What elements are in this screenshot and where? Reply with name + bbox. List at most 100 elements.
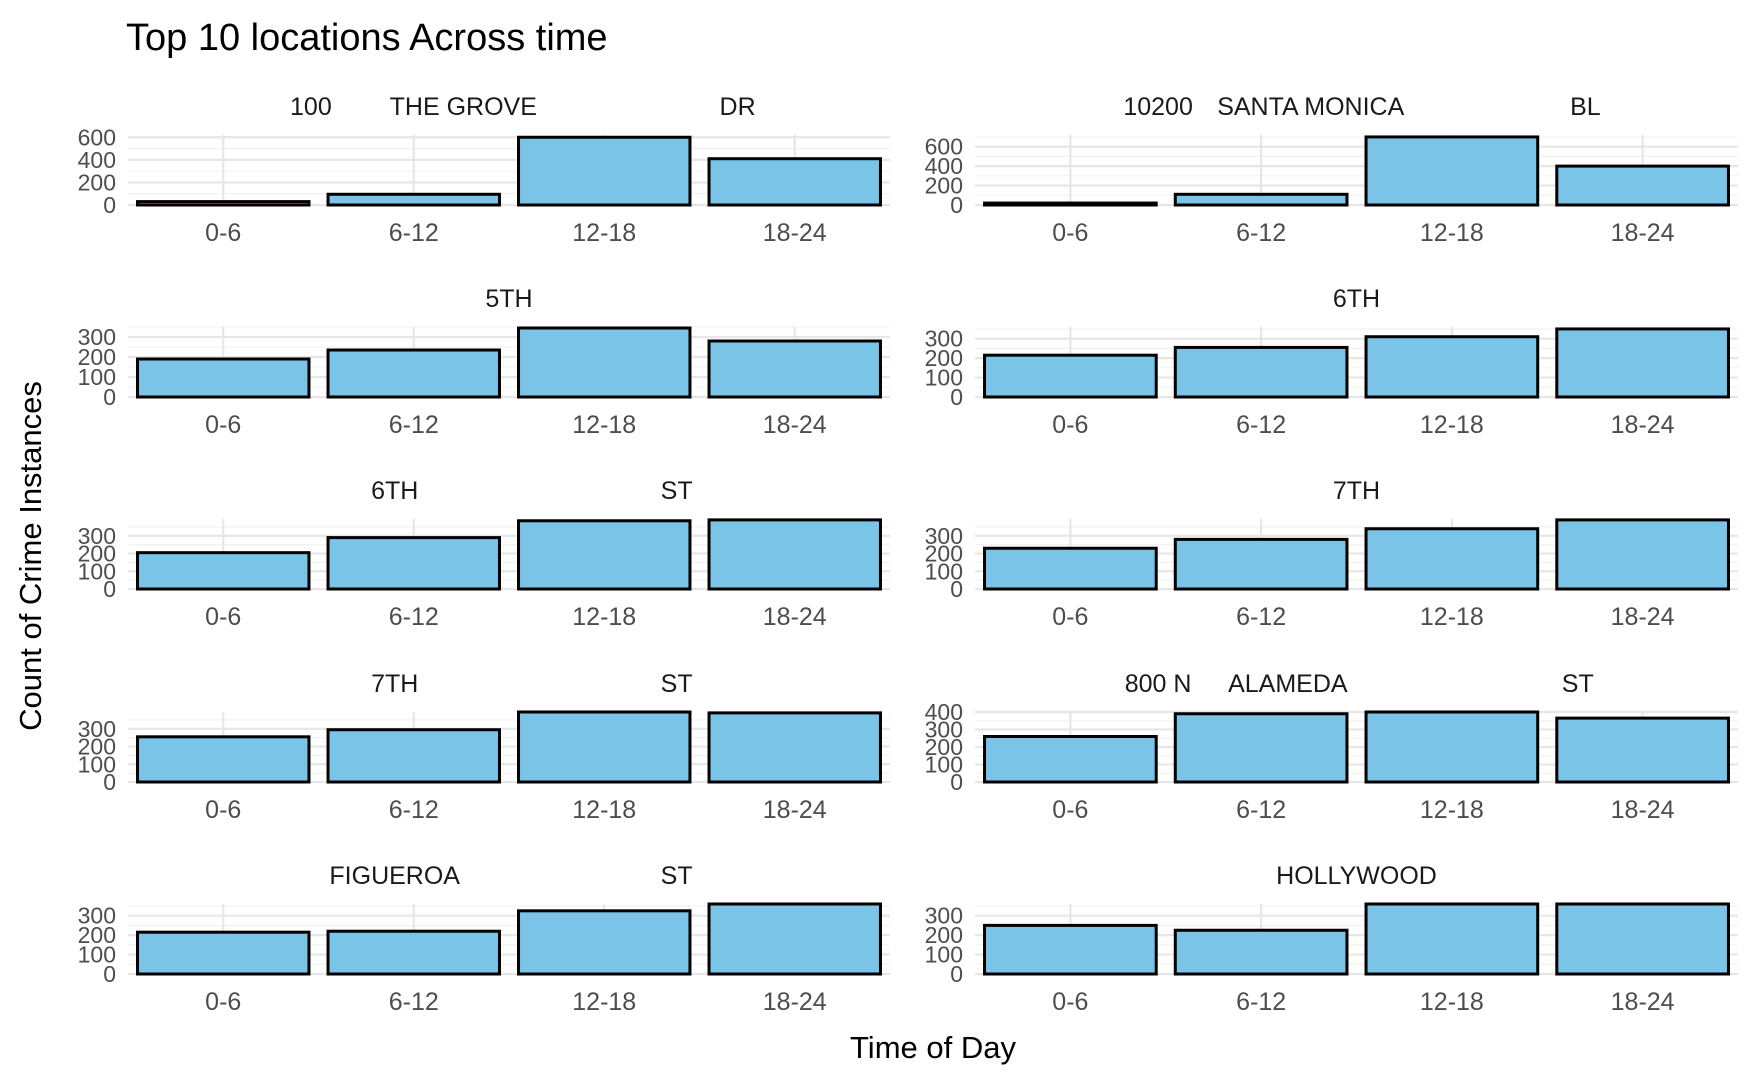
x-tick-label: 0-6 [205,219,241,247]
bar [326,929,501,976]
y-tick-label: 0 [103,576,116,602]
bar [983,923,1158,976]
x-tick-label: 12-18 [572,411,636,439]
x-tick-label: 6-12 [389,796,439,824]
y-tick-label: 0 [950,192,963,218]
bar [707,711,882,784]
y-tick-label: 300 [925,523,963,549]
facet-strip-label: THE GROVE [390,93,537,121]
y-tick-label: 200 [925,922,963,948]
y-tick-label: 0 [103,192,116,218]
y-tick-label: 200 [78,344,116,370]
facet-strip-label: 6TH [371,477,418,505]
x-tick-label: 6-12 [1236,603,1286,631]
x-tick-label: 12-18 [1420,219,1484,247]
bar [1364,135,1540,207]
bar [1555,902,1730,976]
x-tick-label: 0-6 [205,411,241,439]
facet-strip-label: SANTA MONICA [1217,93,1404,121]
y-tick-label: 400 [925,699,963,725]
x-tick-label: 6-12 [389,411,439,439]
x-tick-label: 12-18 [572,796,636,824]
bar [707,518,882,591]
y-tick-label: 300 [925,717,963,743]
x-tick-label: 0-6 [205,796,241,824]
y-tick-label: 200 [925,345,963,371]
facet-strip-label: 10200 [1123,93,1193,121]
x-tick-label: 12-18 [1420,988,1484,1016]
x-tick-label: 0-6 [205,603,241,631]
bar [1173,345,1349,399]
facet-strip-label: 5TH [485,285,532,313]
x-tick-label: 0-6 [1052,988,1088,1016]
bar [326,348,501,399]
y-tick-label: 200 [925,734,963,760]
facet-strip-label: 800 N [1125,670,1192,698]
facet-strip-label: ST [661,670,693,698]
x-tick-label: 18-24 [763,219,827,247]
bar [136,200,311,207]
bar [983,735,1158,784]
bar [326,728,501,784]
y-tick-label: 100 [78,942,116,968]
bar [707,902,882,976]
facet-strip-label: ST [661,477,693,505]
y-axis-title: Count of Crime Instances [13,381,48,731]
y-tick-label: 300 [78,324,116,350]
facet-strip-label: 7TH [371,670,418,698]
y-tick-label: 0 [950,384,963,410]
y-tick-label: 0 [950,769,963,795]
x-axis-title: Time of Day [850,1030,1016,1065]
x-tick-label: 0-6 [1052,796,1088,824]
x-tick-label: 12-18 [1420,411,1484,439]
x-tick-label: 6-12 [389,219,439,247]
facet-strip-label: 7TH [1333,477,1380,505]
x-tick-label: 6-12 [1236,219,1286,247]
facet-strip-label: 100 [290,93,332,121]
bar [707,339,882,399]
x-tick-label: 18-24 [763,411,827,439]
y-tick-label: 200 [78,541,116,567]
y-tick-label: 200 [925,541,963,567]
x-tick-label: 0-6 [205,988,241,1016]
y-tick-label: 100 [78,364,116,390]
x-tick-label: 12-18 [572,219,636,247]
bar [517,909,692,976]
y-tick-label: 100 [925,365,963,391]
chart-title: Top 10 locations Across time [126,17,608,59]
x-tick-label: 12-18 [572,988,636,1016]
y-tick-label: 0 [103,384,116,410]
y-tick-label: 100 [78,558,116,584]
bar [707,157,882,207]
y-tick-label: 0 [103,769,116,795]
bar [136,357,311,399]
y-tick-label: 100 [925,752,963,778]
bar [1555,164,1730,207]
bar [326,536,501,591]
x-tick-label: 6-12 [1236,796,1286,824]
y-tick-label: 200 [925,173,963,199]
y-tick-label: 600 [78,124,116,150]
bar [136,735,311,784]
facet-strip-label: BL [1570,93,1601,121]
y-tick-label: 300 [78,716,116,742]
facet-strip-label: HOLLYWOOD [1276,862,1437,890]
x-tick-label: 18-24 [763,988,827,1016]
x-tick-label: 18-24 [1611,219,1675,247]
y-tick-label: 200 [78,922,116,948]
x-tick-label: 18-24 [1611,796,1675,824]
bar [517,135,692,207]
y-tick-label: 100 [925,558,963,584]
bar [517,710,692,784]
x-tick-label: 12-18 [1420,796,1484,824]
y-tick-label: 300 [78,903,116,929]
x-tick-label: 12-18 [1420,603,1484,631]
x-tick-label: 6-12 [389,988,439,1016]
facet-strip-label: DR [720,93,756,121]
bar [1555,327,1730,399]
